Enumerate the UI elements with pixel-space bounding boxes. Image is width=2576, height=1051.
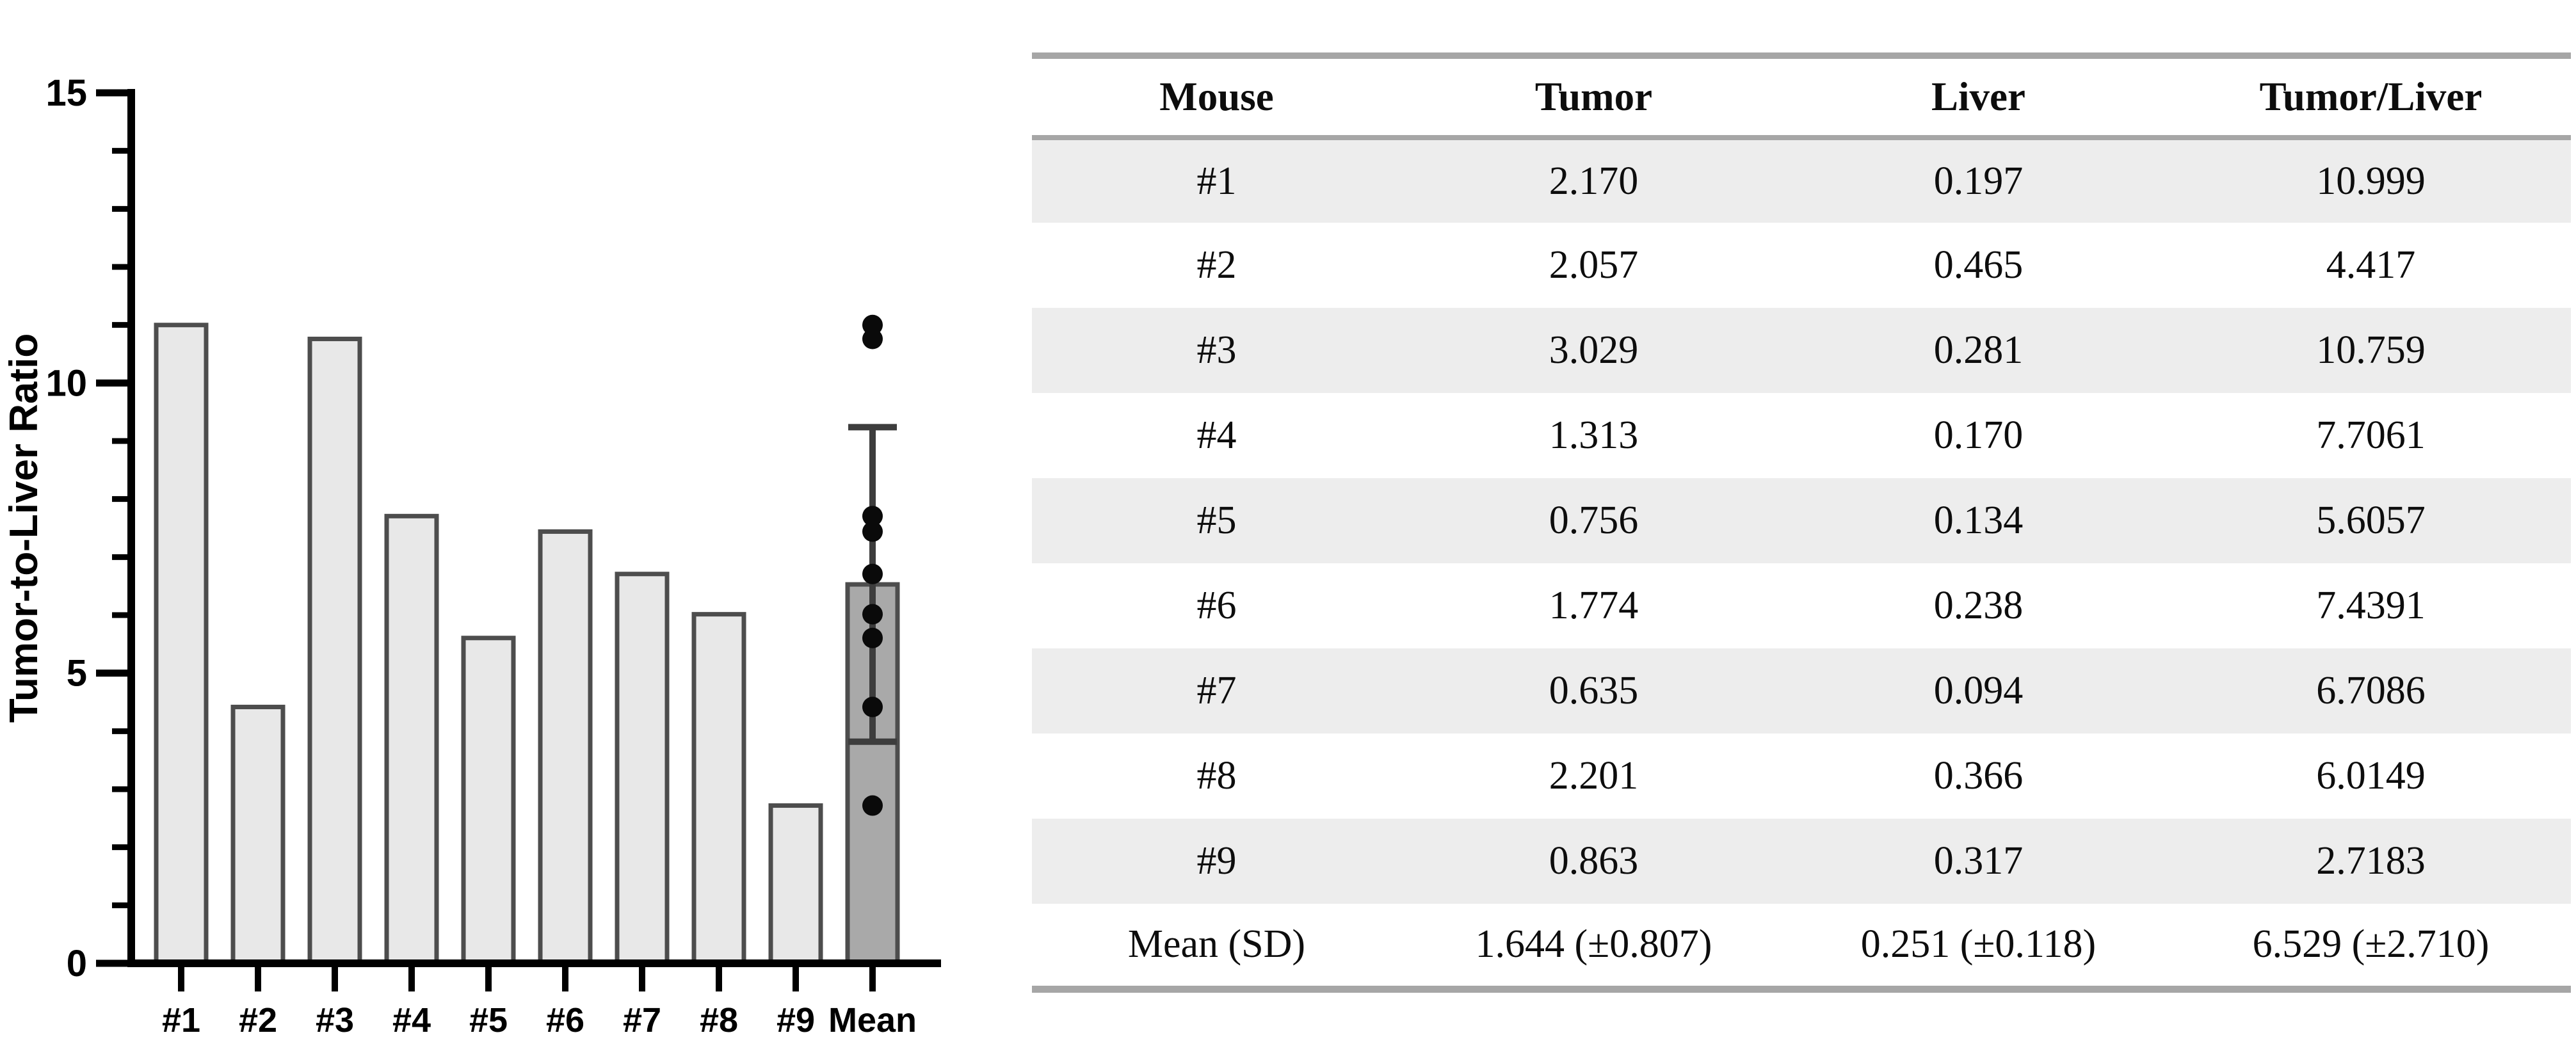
table-cell: #7 bbox=[1196, 669, 1237, 712]
table-cell: #9 bbox=[1196, 839, 1237, 883]
table-cell: 0.465 bbox=[1933, 243, 2024, 287]
table-cell: Mean (SD) bbox=[1127, 922, 1306, 967]
table-cell: 0.366 bbox=[1933, 754, 2024, 798]
table-cell: #1 bbox=[1196, 159, 1237, 203]
x-category-label: #3 bbox=[316, 1001, 354, 1039]
table-cell: 4.417 bbox=[2326, 243, 2416, 287]
column-header: Liver bbox=[1785, 56, 2171, 140]
bar-7 bbox=[615, 572, 670, 966]
bar-1 bbox=[154, 323, 209, 966]
table-cell: 7.7061 bbox=[2316, 413, 2426, 457]
scatter-dot bbox=[862, 627, 883, 648]
y-axis-title: Tumor-to-Liver Ratio bbox=[2, 333, 46, 723]
table-cell: 0.197 bbox=[1933, 159, 2024, 203]
bar-2 bbox=[230, 705, 286, 966]
ratio-table-header: Mouse Tumor Liver Tumor/Liver bbox=[1032, 56, 2571, 140]
table-cell: 0.756 bbox=[1549, 499, 1639, 542]
table-cell: #2 bbox=[1196, 243, 1237, 287]
y-tick-label: 5 bbox=[67, 653, 87, 694]
table-cell: 0.635 bbox=[1549, 669, 1639, 712]
table-cell: 1.644 (±0.807) bbox=[1475, 922, 1712, 967]
table-row: Mean (SD) 1.644 (±0.807) 0.251 (±0.118) 6.5… bbox=[1032, 904, 2571, 989]
scatter-dot bbox=[862, 521, 883, 542]
table-cell: 7.4391 bbox=[2316, 584, 2426, 627]
table-row: #2 2.057 0.465 4.417 bbox=[1032, 223, 2571, 308]
bar-9 bbox=[768, 803, 823, 966]
x-category-label: #8 bbox=[700, 1001, 738, 1039]
table-cell: 2.057 bbox=[1549, 243, 1639, 287]
bar-3 bbox=[307, 337, 362, 966]
table-cell: #3 bbox=[1196, 328, 1237, 372]
x-category-label: Mean bbox=[828, 1001, 917, 1039]
x-category-label: #6 bbox=[546, 1001, 584, 1039]
x-category-label: #5 bbox=[469, 1001, 508, 1039]
x-category-label: #7 bbox=[623, 1001, 661, 1039]
table-row: #6 1.774 0.238 7.4391 bbox=[1032, 563, 2571, 648]
y-tick-label: 15 bbox=[45, 72, 87, 114]
table-cell: 0.238 bbox=[1933, 584, 2024, 627]
scatter-dot bbox=[862, 696, 883, 718]
scatter-dot bbox=[862, 328, 883, 349]
bar-5 bbox=[461, 636, 516, 966]
table-cell: 0.317 bbox=[1933, 839, 2024, 883]
y-tick-label: 0 bbox=[67, 943, 87, 984]
table-cell: 0.281 bbox=[1933, 328, 2024, 372]
table-cell: #8 bbox=[1196, 754, 1237, 798]
scatter-dot bbox=[862, 604, 883, 625]
scatter-dot bbox=[862, 795, 883, 816]
bar-8 bbox=[691, 612, 746, 966]
table-cell: 0.094 bbox=[1933, 669, 2024, 712]
tumor-liver-bar-chart-panel: 0 5 10 15 Tumor-to-Liver Ratio #1 #2 #3 #4 #5 #6 #7… bbox=[0, 0, 1063, 1048]
table-cell: 2.201 bbox=[1549, 754, 1639, 798]
table-cell: 6.529 (±2.710) bbox=[2252, 922, 2490, 967]
table-row: #3 3.029 0.281 10.759 bbox=[1032, 308, 2571, 393]
table-cell: 6.0149 bbox=[2316, 754, 2426, 798]
tumor-liver-bar-chart: 0 5 10 15 Tumor-to-Liver Ratio #1 #2 #3 #4 #5 #6 #7… bbox=[2, 72, 941, 1039]
x-category-label: #2 bbox=[239, 1001, 277, 1039]
table-cell: 10.999 bbox=[2316, 159, 2426, 203]
scatter-dot bbox=[862, 563, 883, 584]
bar-4 bbox=[384, 513, 439, 966]
table-cell: 6.7086 bbox=[2316, 669, 2426, 712]
table-row: #5 0.756 0.134 5.6057 bbox=[1032, 478, 2571, 563]
column-header: Tumor/Liver bbox=[2170, 56, 2571, 140]
table-row: #9 0.863 0.317 2.7183 bbox=[1032, 819, 2571, 904]
table-cell: 1.774 bbox=[1549, 584, 1639, 627]
table-cell: 0.863 bbox=[1549, 839, 1639, 883]
scatter-dot bbox=[862, 506, 883, 527]
tumor-liver-table-panel: Mouse Tumor Liver Tumor/Liver #1 2.170 0.197 1… bbox=[1032, 52, 2571, 993]
x-category-label: #9 bbox=[777, 1001, 815, 1039]
table-cell: 10.759 bbox=[2316, 328, 2426, 372]
x-category-label: #4 bbox=[392, 1001, 431, 1039]
table-cell: 0.170 bbox=[1933, 413, 2024, 457]
table-cell: #6 bbox=[1196, 584, 1237, 627]
table-cell: 5.6057 bbox=[2316, 499, 2426, 542]
table-cell: 0.134 bbox=[1933, 499, 2024, 542]
table-row: #8 2.201 0.366 6.0149 bbox=[1032, 734, 2571, 819]
column-header: Tumor bbox=[1401, 56, 1786, 140]
ratio-table: Mouse Tumor Liver Tumor/Liver #1 2.170 0.197 1… bbox=[1032, 52, 2571, 993]
table-cell: 3.029 bbox=[1549, 328, 1639, 372]
bar-6 bbox=[538, 529, 593, 966]
y-tick-label: 10 bbox=[45, 362, 87, 404]
table-cell: #4 bbox=[1196, 413, 1237, 457]
table-cell: 2.170 bbox=[1549, 159, 1639, 203]
table-row: #4 1.313 0.170 7.7061 bbox=[1032, 393, 2571, 478]
table-cell: #5 bbox=[1196, 499, 1237, 542]
table-cell: 2.7183 bbox=[2316, 839, 2426, 883]
x-category-label: #1 bbox=[162, 1001, 200, 1039]
column-header: Mouse bbox=[1032, 56, 1401, 140]
table-cell: 0.251 (±0.118) bbox=[1860, 922, 2097, 967]
table-cell: 1.313 bbox=[1549, 413, 1639, 457]
table-row: #1 2.170 0.197 10.999 bbox=[1032, 138, 2571, 223]
table-row: #7 0.635 0.094 6.7086 bbox=[1032, 648, 2571, 734]
